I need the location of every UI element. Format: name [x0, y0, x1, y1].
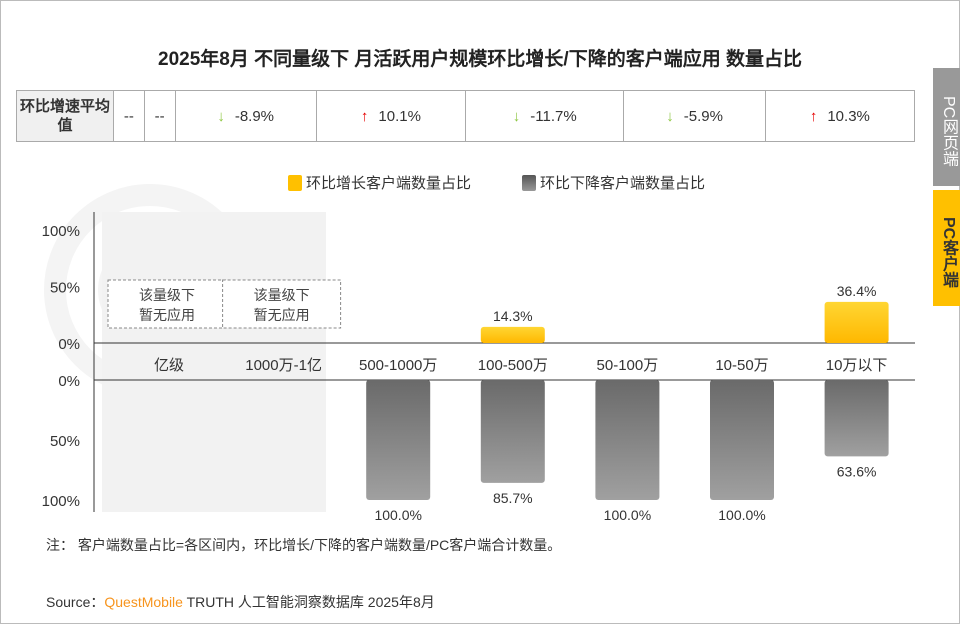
data-label-down: 63.6% [837, 463, 877, 479]
chart-title: 2025年8月 不同量级下 月活跃用户规模环比增长/下降的客户端应用 数量占比 [158, 49, 802, 70]
x-tick-label: 10万以下 [826, 357, 888, 374]
data-label-down: 100.0% [374, 507, 421, 523]
legend-swatch [522, 175, 536, 191]
y-tick-lower: 100% [42, 493, 80, 510]
empty-label: 暂无应用 [254, 307, 310, 323]
table-cell: ↑ 10.3% [764, 90, 916, 142]
y-tick-lower: 0% [58, 373, 80, 390]
cell-value: 10.3% [827, 107, 870, 125]
legend-item-down: 环比下降客户端数量占比 [522, 172, 705, 193]
x-tick-label: 500-1000万 [359, 357, 437, 374]
bar-down [710, 380, 774, 500]
bar-down [824, 380, 889, 457]
x-tick-label: 1000万-1亿 [245, 357, 322, 374]
y-tick-lower: 50% [50, 433, 80, 450]
arrow-down-icon: ↓ [217, 107, 225, 125]
x-tick-label: 50-100万 [597, 357, 659, 374]
table-cell: ↓ -8.9% [174, 90, 317, 142]
tab-pc-web[interactable]: PC网页端 [933, 68, 960, 186]
cell-value: -- [154, 107, 165, 125]
data-label-up: 36.4% [837, 283, 877, 299]
cell-value: -5.9% [683, 107, 723, 125]
cell-value: -8.9% [234, 107, 275, 125]
table-header: 环比增速平均值 [16, 90, 114, 142]
footnote: 注： 客户端数量占比=各区间内，环比增长/下降的客户端数量/PC客户端合计数量。 [46, 537, 562, 553]
x-tick-label: 10-50万 [715, 357, 768, 374]
bar-down [595, 380, 660, 500]
y-tick-upper: 100% [42, 223, 80, 240]
growth-table: 环比增速平均值 -- -- ↓ -8.9% ↑ 10.1% ↓ -11.7% ↓ -5.9% ↑ 10… [16, 90, 916, 142]
data-label-down: 100.0% [604, 507, 651, 523]
table-cell: ↑ 10.1% [315, 90, 467, 142]
x-tick-label: 亿级 [154, 357, 184, 374]
table-cell: -- [113, 90, 145, 142]
empty-label: 暂无应用 [139, 307, 195, 323]
cell-value: -11.7% [530, 107, 577, 125]
y-tick-upper: 0% [58, 336, 80, 353]
arrow-up-icon: ↑ [360, 107, 369, 125]
bar-up [824, 301, 889, 343]
data-label-down: 100.0% [718, 507, 765, 523]
empty-region [102, 212, 326, 512]
bar-down [366, 380, 431, 500]
cell-value: 10.1% [378, 107, 421, 125]
cell-value: -- [123, 107, 134, 125]
legend-swatch [288, 175, 302, 191]
legend-item-up: 环比增长客户端数量占比 [288, 172, 471, 193]
table-cell: ↓ -5.9% [623, 90, 766, 142]
arrow-down-icon: ↓ [512, 107, 521, 125]
arrow-down-icon: ↓ [666, 107, 674, 125]
empty-box [222, 279, 342, 329]
empty-label: 该量级下 [139, 287, 195, 303]
x-tick-label: 100-500万 [478, 357, 548, 374]
bar-down [480, 380, 545, 483]
arrow-up-icon: ↑ [809, 107, 818, 125]
data-label-up: 14.3% [493, 308, 533, 324]
y-tick-upper: 50% [50, 280, 80, 297]
source: Source：QuestMobile TRUTH 人工智能洞察数据库 2025年… [46, 594, 435, 610]
table-cell: ↓ -11.7% [465, 90, 625, 142]
tab-pc-client[interactable]: PC客户端 [933, 190, 960, 306]
bar-up [480, 326, 545, 343]
empty-box [107, 279, 227, 329]
data-label-down: 85.7% [493, 490, 533, 506]
empty-label: 该量级下 [254, 287, 310, 303]
